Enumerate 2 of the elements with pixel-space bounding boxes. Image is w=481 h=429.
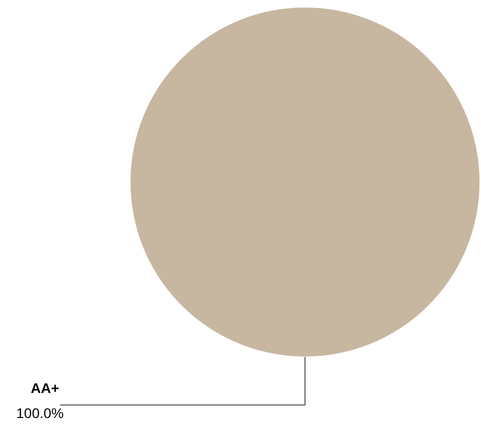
data-label: 100.0% <box>16 405 64 421</box>
slice-label: AA+ <box>30 380 60 396</box>
